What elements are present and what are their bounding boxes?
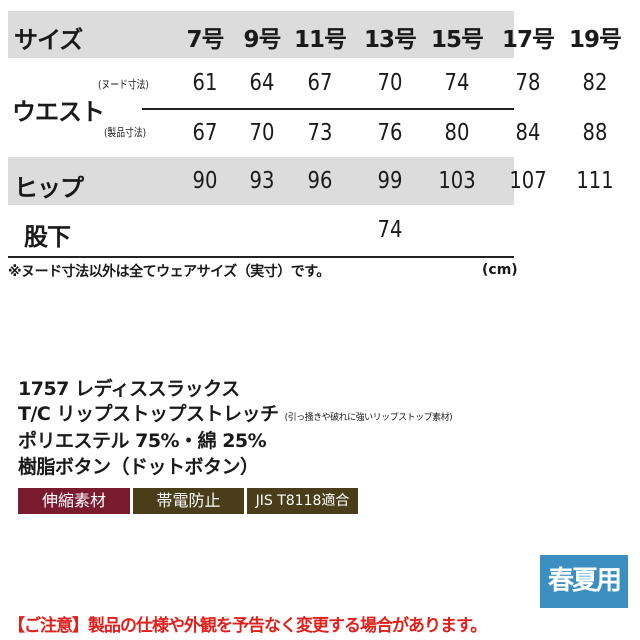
hip-cell: 99 (377, 168, 403, 194)
badge-antistatic: 帯電防止 (133, 488, 244, 514)
hip-cell: 96 (307, 168, 333, 194)
waist-nude-cell: 78 (515, 70, 541, 96)
product-material: ポリエステル 75%・綿 25% (18, 430, 267, 452)
hip-cell: 107 (509, 168, 547, 194)
badge-jis: JIS T8118適合 (247, 488, 358, 514)
waist-nude-cell: 70 (377, 70, 403, 96)
waist-nude-label: (ヌード寸法) (98, 78, 149, 91)
sizes-cell: 7号 (186, 27, 224, 53)
sizes-cell: 15号 (430, 27, 484, 53)
waist-nude-cell: 64 (249, 70, 275, 96)
table-bottom-rule (8, 256, 514, 258)
waist-product-cell: 70 (249, 120, 275, 146)
product-name: 1757 レディススラックス (18, 378, 240, 400)
sizes-cell: 19号 (568, 27, 622, 53)
fabric-text: T/C リップストップストレッチ (18, 403, 279, 425)
hip-cell: 90 (192, 168, 218, 194)
sizes-cell: 9号 (243, 27, 281, 53)
sizes-cell: 17号 (501, 27, 555, 53)
inseam-value: 74 (377, 217, 403, 243)
size-label: サイズ (14, 26, 83, 54)
product-fabric: T/C リップストップストレッチ (引っ掻きや破れに強いリップストップ素材) (18, 399, 453, 426)
unit-label: (cm) (482, 262, 518, 278)
waist-product-cell: 73 (307, 120, 333, 146)
waist-product-cell: 76 (377, 120, 403, 146)
hip-row-bg (8, 157, 514, 205)
hip-cell: 111 (576, 168, 614, 194)
header-row-bg (8, 11, 514, 58)
waist-nude-cell: 82 (582, 70, 608, 96)
waist-nude-cell: 74 (444, 70, 470, 96)
sizes-cell: 11号 (293, 27, 347, 53)
waist-product-cell: 67 (192, 120, 218, 146)
hip-cell: 93 (249, 168, 275, 194)
waist-label: ウエスト (12, 98, 105, 126)
waist-nude-cell: 61 (192, 70, 218, 96)
footer-notice: 【ご注意】製品の仕様や外観を予告なく変更する場合があります。 (8, 616, 487, 636)
waist-product-label: (製品寸法) (104, 126, 147, 139)
waist-nude-cell: 67 (307, 70, 333, 96)
table-note: ※ヌード寸法以外は全てウェアサイズ（実寸）です。 (8, 264, 330, 280)
sizes-cell: 13号 (363, 27, 417, 53)
hip-label: ヒップ (14, 174, 84, 202)
season-badge: 春夏用 (540, 555, 628, 608)
hip-cell: 103 (438, 168, 476, 194)
waist-product-cell: 84 (515, 120, 541, 146)
waist-divider (142, 108, 514, 110)
badge-stretch: 伸縮素材 (18, 488, 130, 514)
waist-product-cell: 88 (582, 120, 608, 146)
fabric-note: (引っ掻きや破れに強いリップストップ素材) (284, 413, 453, 423)
product-buttons: 樹脂ボタン（ドットボタン） (18, 456, 259, 478)
waist-product-cell: 80 (444, 120, 470, 146)
inseam-label: 股下 (24, 223, 71, 251)
